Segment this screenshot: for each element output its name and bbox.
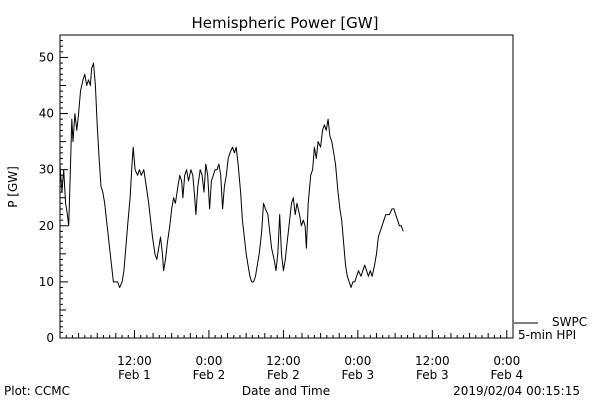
x-tick-time-label: 12:00 — [266, 354, 301, 368]
x-tick-time-label: 0:00 — [344, 354, 371, 368]
x-tick-date-label: Feb 2 — [193, 368, 226, 382]
x-tick-date-label: Feb 1 — [118, 368, 151, 382]
x-tick-date-label: Feb 4 — [490, 368, 523, 382]
x-tick-time-label: 0:00 — [493, 354, 520, 368]
chart-title: Hemispheric Power [GW] — [192, 14, 379, 32]
plot-frame — [59, 34, 514, 339]
series-line-swpc — [59, 62, 404, 288]
x-tick-date-label: Feb 3 — [416, 368, 449, 382]
y-tick-label: 40 — [39, 107, 54, 121]
legend-entry-swpc: SWPC — [552, 315, 587, 329]
x-tick-date-label: Feb 2 — [267, 368, 300, 382]
x-tick-date-label: Feb 3 — [342, 368, 375, 382]
y-tick-label: 30 — [39, 163, 54, 177]
y-axis-label: P [GW] — [6, 166, 20, 208]
x-tick-time-label: 0:00 — [195, 354, 222, 368]
x-axis-label: Date and Time — [242, 384, 330, 398]
y-tick-label: 50 — [39, 50, 54, 64]
legend-entry-hpi: 5-min HPI — [518, 328, 576, 342]
y-axis: 0 10 20 30 40 50 — [39, 34, 68, 345]
x-tick-time-label: 12:00 — [117, 354, 152, 368]
y-tick-label: 20 — [39, 219, 54, 233]
plot-timestamp: 2019/02/04 00:15:15 — [453, 384, 580, 398]
y-tick-label: 0 — [46, 331, 54, 345]
y-tick-label: 10 — [39, 275, 54, 289]
plot-credit: Plot: CCMC — [4, 384, 70, 398]
legend: SWPC 5-min HPI — [514, 315, 587, 342]
x-tick-time-label: 12:00 — [415, 354, 450, 368]
